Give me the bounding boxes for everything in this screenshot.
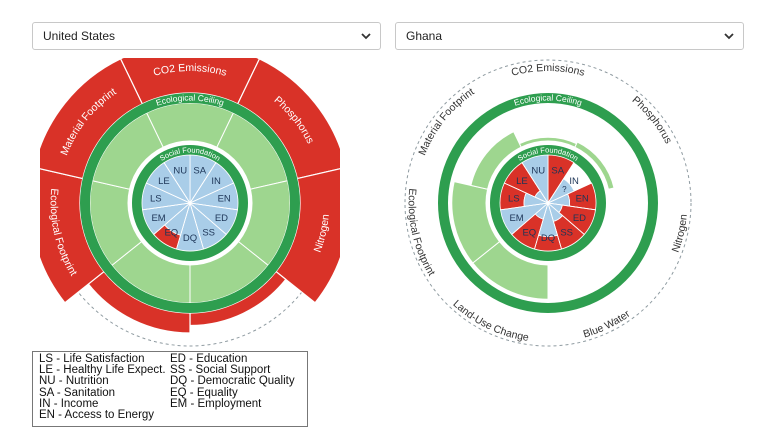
country-select-left[interactable]: United States (32, 22, 381, 50)
legend-item: EQ - Equality (170, 386, 238, 399)
ecological-label: Ecological Footprint (406, 188, 438, 278)
ecological-label: CO2 Emissions (510, 62, 586, 79)
legend-item: IN - Income (39, 397, 99, 410)
legend-item: ED - Education (170, 353, 248, 365)
social-code-label: SA (193, 165, 206, 176)
social-divider (153, 202, 191, 235)
social-divider (500, 202, 549, 211)
social-code-label: LE (516, 176, 528, 187)
social-code-label: LS (508, 194, 520, 205)
chevron-down-icon (361, 33, 371, 40)
legend-item: SA - Sanitation (39, 386, 116, 399)
social-code-label: EN (576, 194, 589, 205)
social-divider (189, 202, 227, 235)
social-divider (146, 182, 191, 204)
ecological-label: Blue Water (582, 308, 633, 341)
legend-item: SS - Social Support (170, 364, 271, 377)
social-code-label: SA (551, 165, 564, 176)
country-select-right[interactable]: Ghana (395, 22, 744, 50)
ecological-sector (574, 141, 615, 190)
ecological-label: CO2 Emissions (152, 62, 228, 79)
social-code-label: LE (158, 176, 170, 187)
legend-item: EM - Employment (170, 397, 262, 410)
chevron-down-icon (724, 33, 734, 40)
unknown-marker: ? (562, 185, 567, 194)
social-code-label: SS (560, 228, 573, 239)
ecological-label: Nitrogen (670, 213, 690, 254)
social-divider (176, 202, 191, 250)
social-code-label: EM (151, 213, 165, 224)
social-code-label: NU (531, 165, 545, 176)
legend-box: LS - Life Satisfaction LE - Healthy Life… (32, 351, 308, 427)
legend-column-right: ED - Education SS - Social Support DQ - … (170, 353, 301, 424)
legend-item: DQ - Democratic Quality (170, 375, 295, 388)
social-code-label: EQ (164, 228, 178, 239)
social-divider (504, 182, 549, 204)
social-divider (189, 202, 204, 250)
legend-item: EN - Access to Energy (39, 409, 155, 422)
social-divider (547, 202, 562, 250)
legend-item: LE - Healthy Life Expect. (39, 364, 166, 377)
social-divider (547, 162, 575, 204)
country-select-left-value: United States (43, 29, 116, 43)
social-code-label: EN (218, 194, 231, 205)
legend-item: LS - Life Satisfaction (39, 353, 145, 365)
ecological-label: Material Footprint (416, 86, 476, 157)
social-divider (189, 202, 238, 211)
social-divider (547, 202, 596, 211)
legend-item: NU - Nutrition (39, 375, 109, 388)
country-select-right-value: Ghana (406, 29, 443, 43)
social-code-label: SS (202, 228, 215, 239)
social-code-label: DQ (183, 233, 197, 244)
social-code-label: IN (211, 176, 221, 187)
social-divider (534, 202, 549, 250)
social-divider (547, 202, 585, 235)
social-divider (511, 202, 549, 235)
ecological-ceiling-label: Ecological Ceiling (513, 92, 584, 107)
social-code-label: NU (173, 165, 187, 176)
social-code-label: EM (509, 213, 523, 224)
social-code-label: LS (150, 194, 162, 205)
social-code-label: DQ (541, 233, 555, 244)
social-divider (547, 182, 592, 204)
outer-boundary-circle (404, 59, 692, 347)
social-code-label: IN (569, 176, 579, 187)
social-code-label: EQ (522, 228, 536, 239)
social-divider (163, 162, 191, 204)
social-divider (189, 162, 217, 204)
social-code-label: ED (215, 213, 228, 224)
legend-column-left: LS - Life Satisfaction LE - Healthy Life… (39, 353, 170, 424)
social-divider (142, 202, 191, 211)
social-divider (521, 162, 549, 204)
social-divider (189, 182, 234, 204)
social-code-label: ED (573, 213, 586, 224)
ecological-ceiling-label: Ecological Ceiling (155, 92, 226, 107)
